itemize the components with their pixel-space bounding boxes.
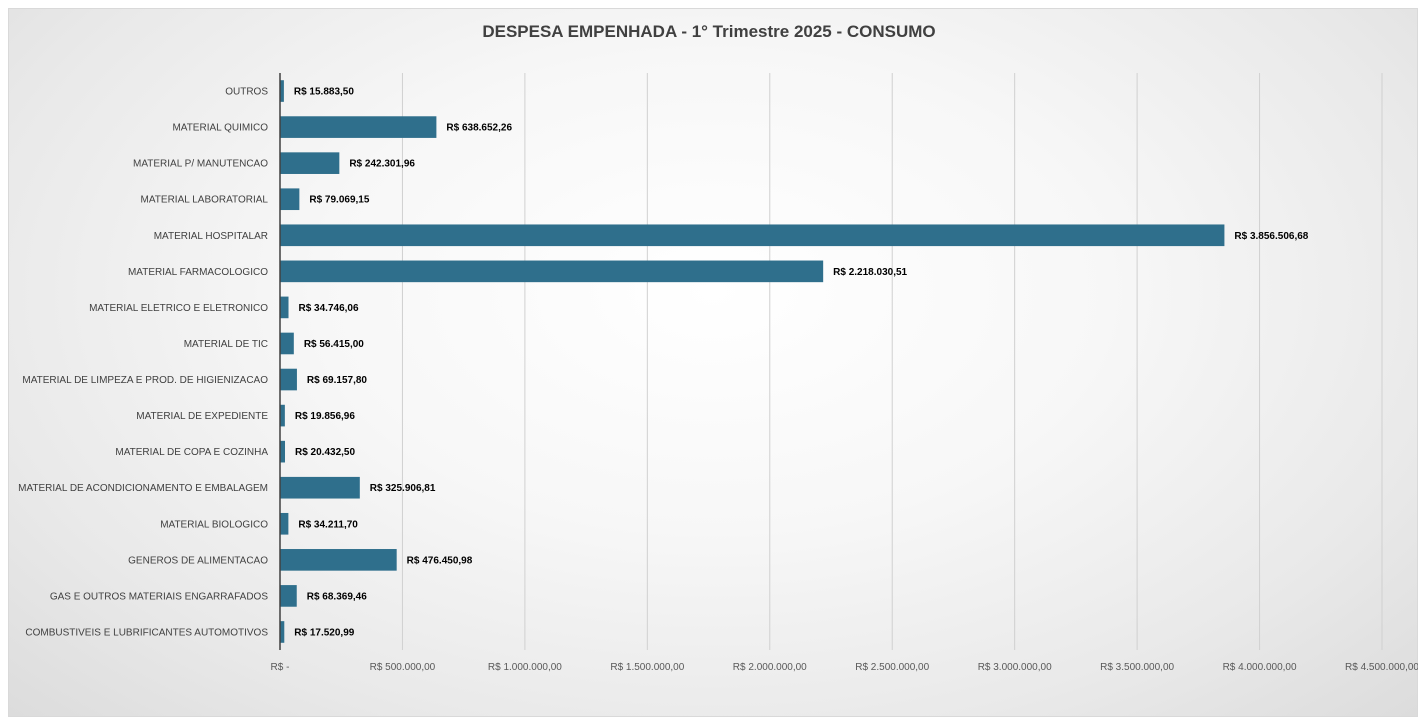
data-label: R$ 638.652,26 [446,123,512,134]
category-label: GAS E OUTROS MATERIAIS ENGARRAFADOS [50,591,269,602]
bar [280,585,297,607]
x-tick-label: R$ 500.000,00 [370,662,436,673]
bar [280,369,297,391]
bar [280,224,1224,246]
data-label: R$ 34.211,70 [298,519,358,530]
category-label: MATERIAL DE ACONDICIONAMENTO E EMBALAGEM [18,483,268,494]
category-label: MATERIAL ELETRICO E ELETRONICO [89,303,268,314]
data-label: R$ 242.301,96 [349,159,415,170]
data-label: R$ 17.520,99 [294,627,354,638]
category-label: MATERIAL FARMACOLOGICO [128,267,268,278]
bar [280,297,289,319]
x-tick-label: R$ 4.000.000,00 [1223,662,1297,673]
category-label: MATERIAL DE COPA E COZINHA [115,447,268,458]
x-tick-label: R$ 1.500.000,00 [610,662,684,673]
bar [280,549,397,571]
data-label: R$ 15.883,50 [294,87,354,98]
bar [280,152,339,174]
bar [280,188,299,210]
category-label: OUTROS [225,87,268,98]
x-tick-label: R$ 4.500.000,00 [1345,662,1418,673]
x-tick-label: R$ 2.500.000,00 [855,662,929,673]
data-label: R$ 56.415,00 [304,339,364,350]
bar [280,261,823,283]
category-label: MATERIAL HOSPITALAR [154,231,268,242]
data-label: R$ 19.856,96 [295,411,355,422]
x-tick-label: R$ 3.000.000,00 [978,662,1052,673]
bar [280,441,285,463]
data-label: R$ 68.369,46 [307,591,367,602]
bar [280,116,436,138]
data-label: R$ 476.450,98 [407,555,473,566]
data-label: R$ 69.157,80 [307,375,367,386]
category-label: GENEROS DE ALIMENTACAO [128,555,268,566]
category-label: MATERIAL QUIMICO [172,123,268,134]
x-tick-label: R$ - [271,662,290,673]
category-label: MATERIAL DE TIC [184,339,268,350]
data-label: R$ 34.746,06 [299,303,359,314]
category-label: MATERIAL P/ MANUTENCAO [133,159,268,170]
category-label: MATERIAL DE LIMPEZA E PROD. DE HIGIENIZA… [22,375,268,386]
data-label: R$ 2.218.030,51 [833,267,907,278]
category-label: COMBUSTIVEIS E LUBRIFICANTES AUTOMOTIVOS [25,627,268,638]
data-label: R$ 79.069,15 [309,195,369,206]
x-tick-label: R$ 1.000.000,00 [488,662,562,673]
category-label: MATERIAL LABORATORIAL [141,195,269,206]
category-label: MATERIAL DE EXPEDIENTE [136,411,268,422]
data-label: R$ 20.432,50 [295,447,355,458]
data-label: R$ 3.856.506,68 [1234,231,1308,242]
bar [280,477,360,499]
data-label: R$ 325.906,81 [370,483,436,494]
bar [280,333,294,355]
category-label: MATERIAL BIOLOGICO [160,519,268,530]
bar [280,513,288,535]
x-tick-label: R$ 2.000.000,00 [733,662,807,673]
x-tick-label: R$ 3.500.000,00 [1100,662,1174,673]
